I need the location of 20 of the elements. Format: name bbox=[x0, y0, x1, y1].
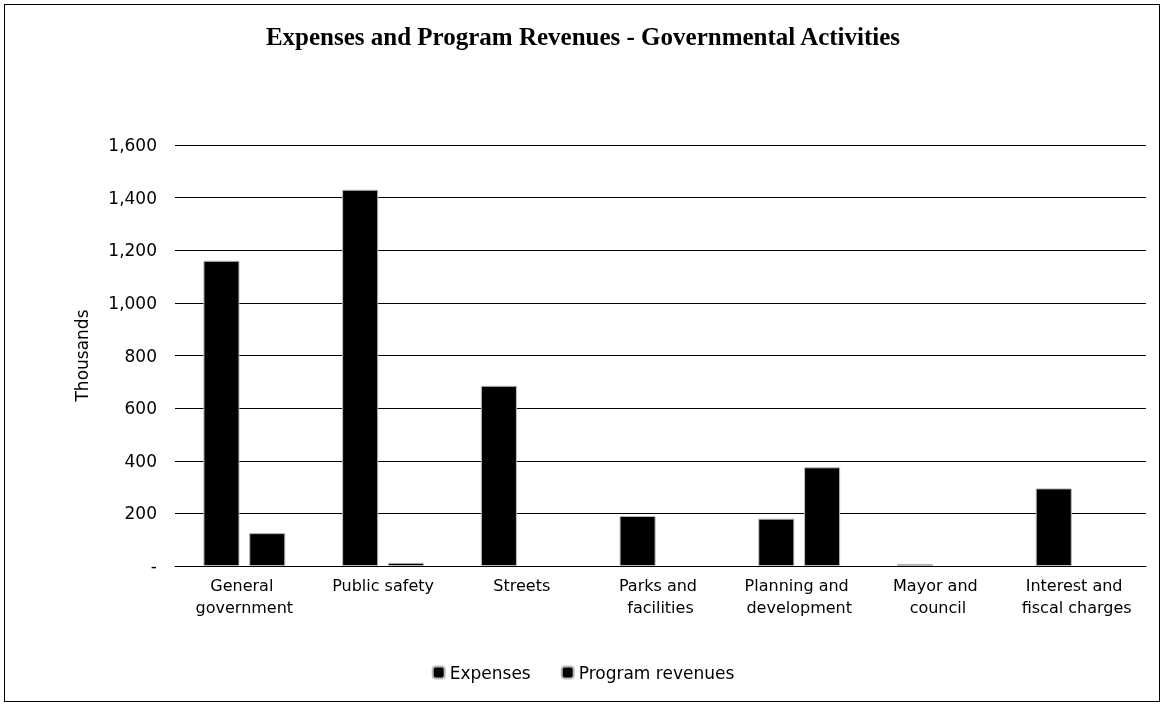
y-axis-title: Thousands bbox=[71, 309, 92, 403]
chart-title: Expenses and Program Revenues - Governmental Activities bbox=[265, 22, 901, 50]
y-tick-label: - bbox=[150, 556, 157, 576]
y-tick-label: 1,600 bbox=[108, 135, 157, 155]
y-tick-label: 600 bbox=[124, 398, 157, 419]
y-tick-label: 1,000 bbox=[108, 292, 157, 313]
x-tick-label: Mayor and council bbox=[893, 575, 983, 617]
x-tick-label: Parks and facilities bbox=[618, 575, 703, 617]
y-tick-label: 400 bbox=[124, 450, 157, 471]
y-tick-label: 200 bbox=[124, 503, 157, 524]
y-tick-label: 1,200 bbox=[108, 240, 157, 261]
x-tick-label: Streets bbox=[493, 575, 551, 595]
x-tick-label: General government bbox=[195, 575, 294, 617]
y-tick-label: 800 bbox=[124, 345, 157, 366]
y-tick-label: 1,400 bbox=[108, 187, 157, 208]
x-tick-label: Planning and development bbox=[744, 575, 854, 617]
x-tick-label: Public safety bbox=[332, 575, 434, 595]
x-tick-label: Interest and fiscal charges bbox=[1021, 575, 1132, 617]
legend-label: Expenses bbox=[449, 662, 531, 683]
legend-label: Program revenues bbox=[578, 662, 735, 683]
